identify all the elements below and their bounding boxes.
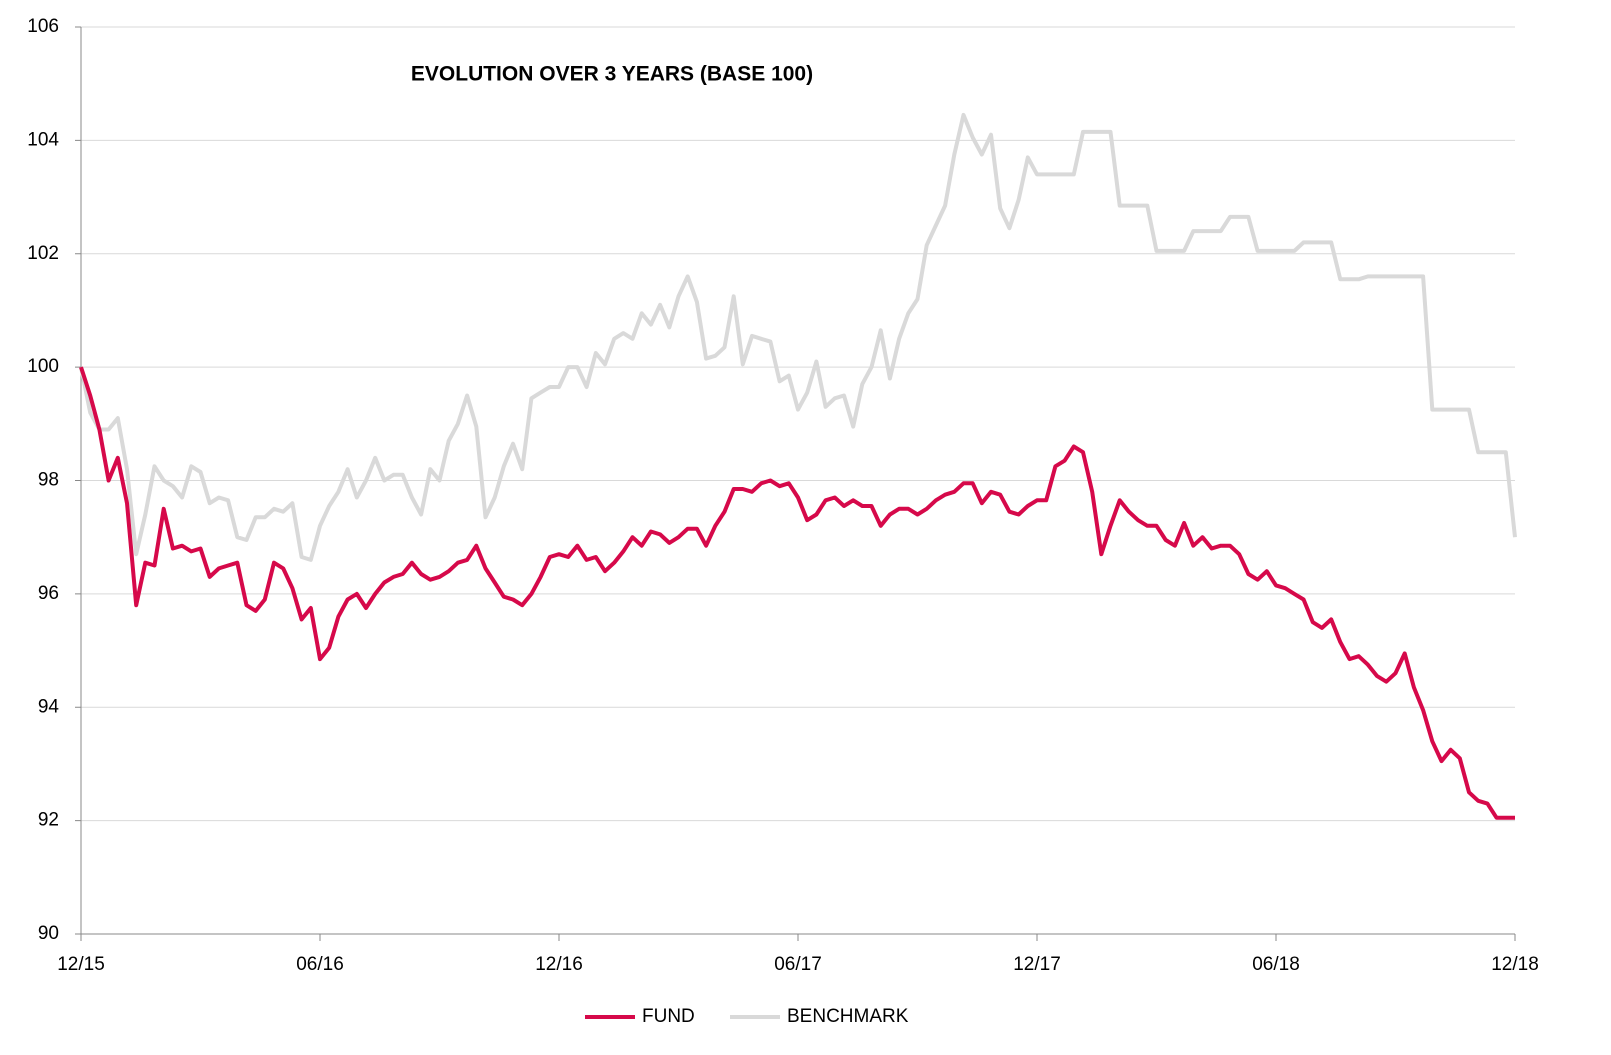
x-tick-label: 12/18 (1491, 954, 1539, 975)
y-tick-label: 106 (27, 16, 59, 37)
y-tick-label: 90 (38, 923, 59, 944)
series-line (79, 366, 1515, 820)
x-tick-label: 12/15 (57, 954, 105, 975)
x-tick-label: 06/18 (1252, 954, 1300, 975)
y-tick-label: 98 (38, 470, 59, 491)
legend-label: BENCHMARK (787, 1006, 909, 1027)
y-tick-label: 104 (27, 129, 59, 150)
legend-label: FUND (642, 1006, 695, 1027)
y-tick-label: 92 (38, 810, 59, 831)
x-tick-label: 06/16 (296, 954, 344, 975)
x-tick-label: 06/17 (774, 954, 822, 975)
chart-title: EVOLUTION OVER 3 YEARS (BASE 100) (411, 63, 813, 86)
y-tick-label: 94 (38, 696, 60, 717)
y-tick-label: 102 (27, 243, 59, 264)
y-tick-label: 100 (27, 356, 59, 377)
x-tick-label: 12/16 (535, 954, 583, 975)
x-tick-label: 12/17 (1013, 954, 1061, 975)
series-line (79, 112, 1517, 562)
y-tick-label: 96 (38, 583, 59, 604)
